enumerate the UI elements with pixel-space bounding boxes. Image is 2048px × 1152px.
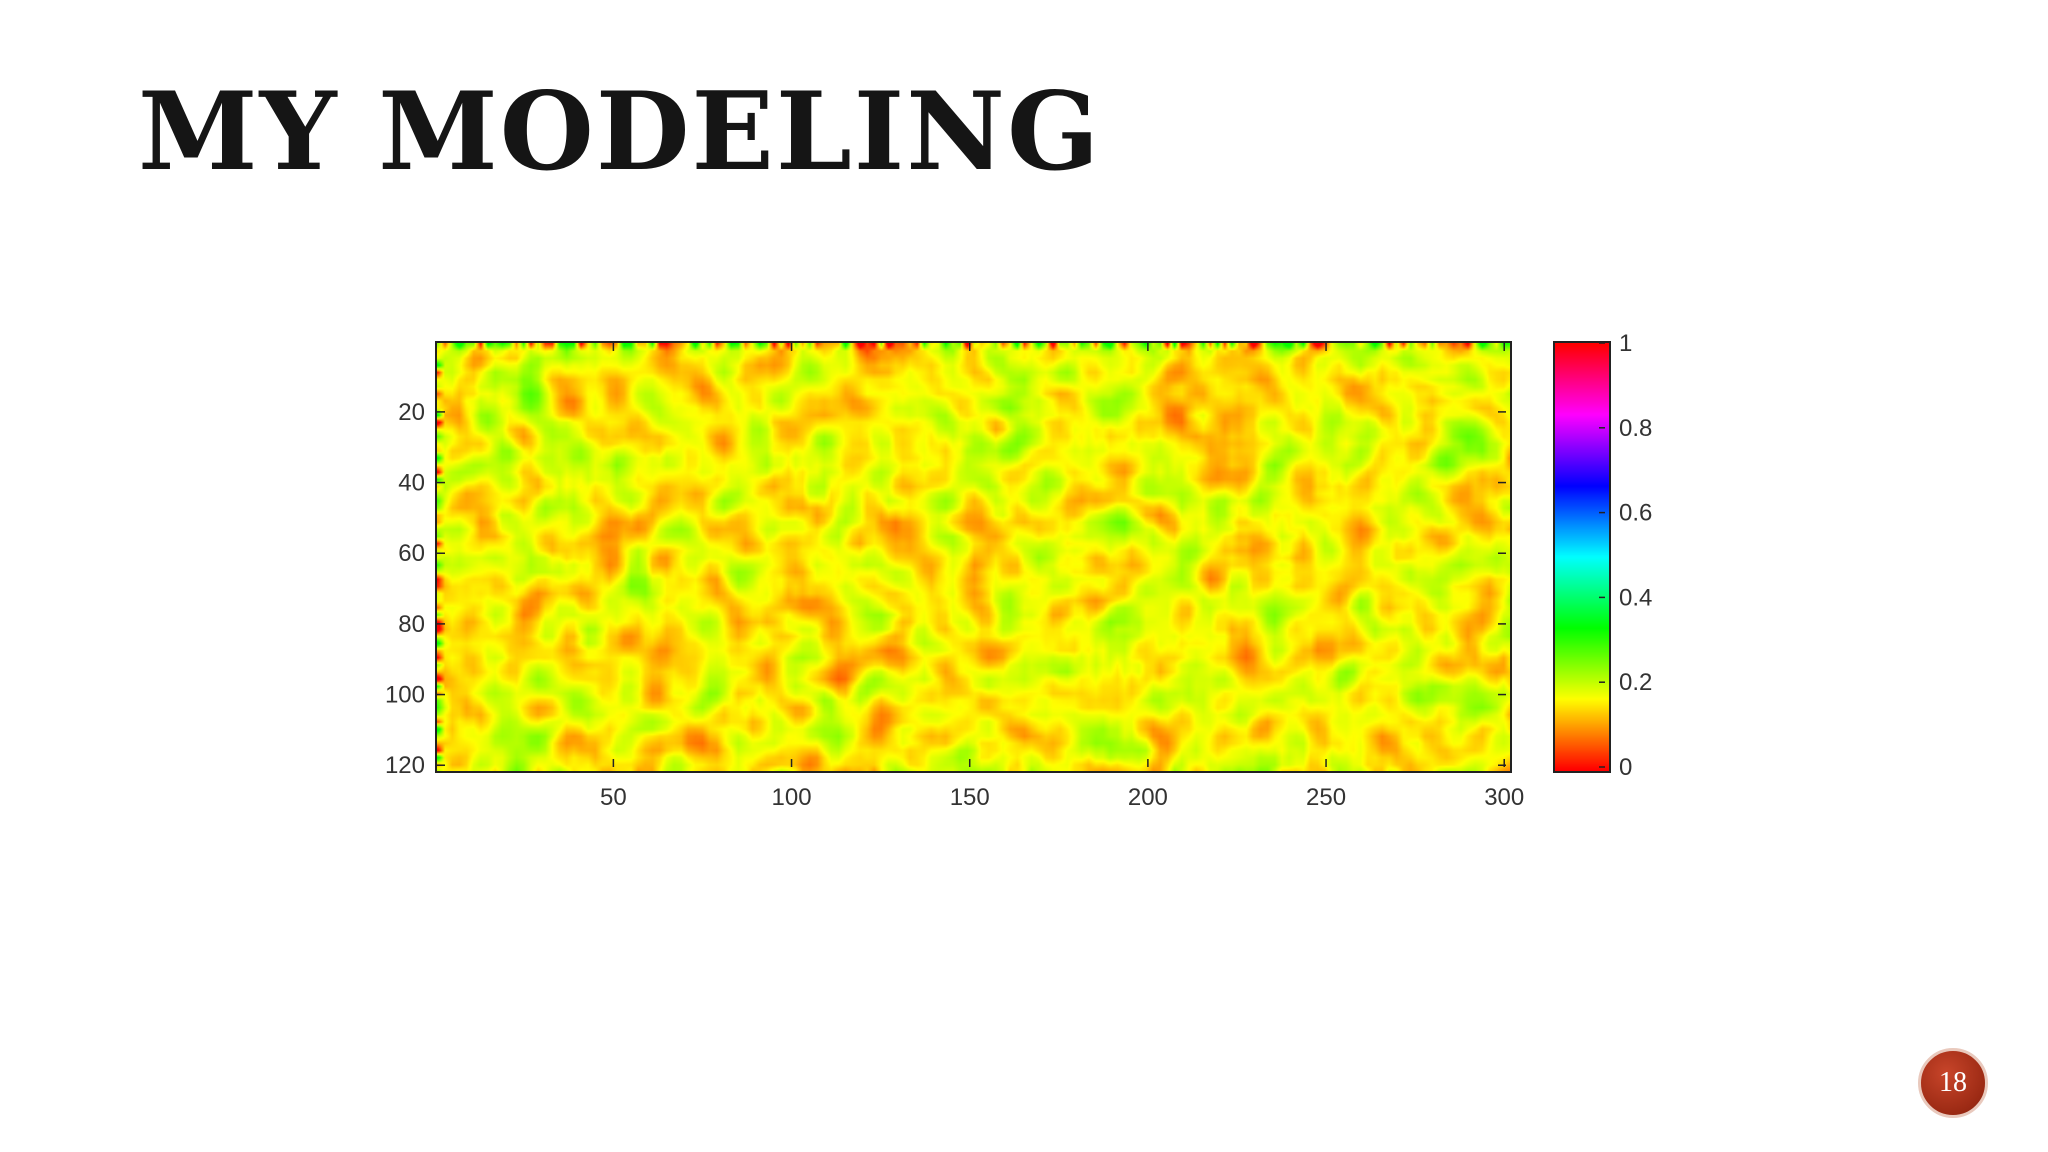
heatmap-image xyxy=(435,341,1512,773)
slide-title: MY MODELING xyxy=(138,69,1102,195)
colorbar-tick-label: 0.8 xyxy=(1619,415,1652,442)
y-tick-label: 120 xyxy=(385,752,425,779)
y-tick-label: 40 xyxy=(398,470,425,497)
x-tick-label: 50 xyxy=(600,784,627,811)
page-number-badge: 18 xyxy=(1918,1048,1988,1118)
y-tick-label: 60 xyxy=(398,540,425,567)
colorbar xyxy=(1553,341,1611,773)
colorbar-tick-label: 0 xyxy=(1619,754,1632,781)
colorbar-tick-label: 1 xyxy=(1619,330,1632,357)
x-tick-label: 250 xyxy=(1306,784,1346,811)
x-tick-label: 100 xyxy=(772,784,812,811)
page-number: 18 xyxy=(1939,1067,1967,1098)
y-tick-label: 20 xyxy=(398,399,425,426)
colorbar-tick-label: 0.2 xyxy=(1619,669,1652,696)
x-tick-label: 150 xyxy=(950,784,990,811)
x-tick-label: 200 xyxy=(1128,784,1168,811)
colorbar-tick-label: 0.6 xyxy=(1619,500,1652,527)
x-tick-label: 300 xyxy=(1484,784,1524,811)
y-tick-label: 80 xyxy=(398,611,425,638)
y-tick-label: 100 xyxy=(385,682,425,709)
colorbar-tick-label: 0.4 xyxy=(1619,584,1652,611)
